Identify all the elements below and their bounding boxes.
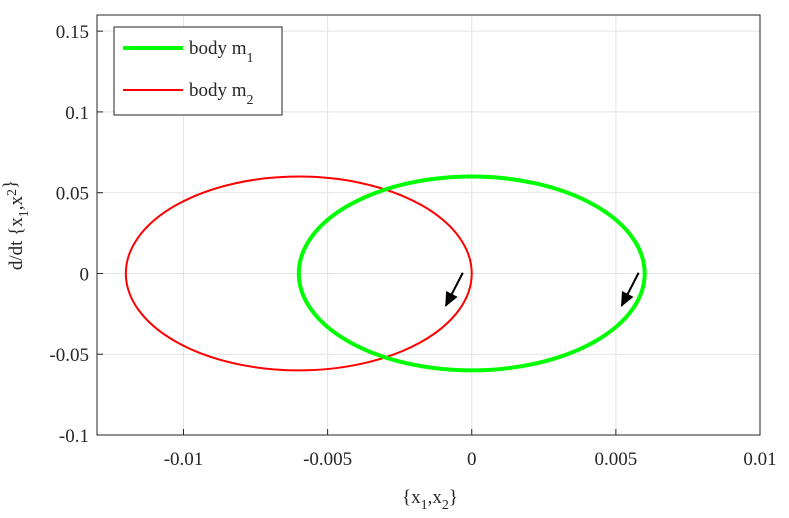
y-axis-label-main: d/dt {x	[6, 217, 27, 270]
legend-label-m1-name: body m	[189, 38, 247, 59]
legend-label-m2-name: body m	[189, 80, 247, 101]
grid	[97, 15, 761, 436]
y-tick-label: -0.1	[59, 426, 89, 447]
y-axis-label-sub2: 2	[5, 189, 20, 196]
legend-label-m1-sub: 1	[247, 51, 254, 66]
x-tick-label: 0.005	[594, 449, 637, 470]
y-tick-label: 0.05	[56, 184, 89, 205]
series-layer	[124, 174, 647, 373]
x-tick-label: 0	[467, 449, 477, 470]
y-tick-label: 0.1	[65, 103, 89, 124]
x-tick-label: 0.01	[743, 449, 776, 470]
x-tick-label: -0.005	[303, 449, 352, 470]
x-axis-label-mid: ,x	[428, 487, 443, 508]
series-curve-m2	[124, 175, 473, 372]
y-tick-label: 0	[80, 264, 90, 285]
legend-label-m2-sub: 2	[247, 93, 254, 108]
legend-box	[113, 26, 283, 116]
x-axis-label-sub2: 2	[442, 498, 449, 513]
x-axis-label-main: {x	[402, 487, 421, 508]
axes-box	[96, 14, 761, 436]
x-axis-label-sub1: 1	[421, 498, 428, 513]
y-axis-label-mid: ,x	[6, 195, 27, 210]
ticks: -0.01 -0.005 0 0.005 0.01 -0.1 -0.05 0 0.05 0.1 0.…	[49, 22, 776, 470]
y-tick-label: 0.15	[56, 22, 89, 43]
y-axis-label-end: }	[0, 180, 21, 189]
y-axis-label: d/dt {x1,x2}	[0, 180, 32, 270]
x-tick-label: -0.01	[164, 449, 204, 470]
x-axis-label-end: }	[449, 487, 458, 508]
legend-label-m2: body m2	[189, 80, 254, 108]
y-tick-label: -0.05	[49, 345, 89, 366]
x-axis-label: {x1,x2}	[402, 487, 458, 513]
y-axis-label-sub1: 1	[17, 210, 32, 217]
series-curve-m1	[296, 174, 647, 373]
direction-arrow-head-2	[445, 290, 458, 307]
legend: body m1 body m2	[113, 26, 283, 116]
direction-arrow-head-1	[621, 290, 634, 307]
legend-label-m1: body m1	[189, 38, 254, 66]
